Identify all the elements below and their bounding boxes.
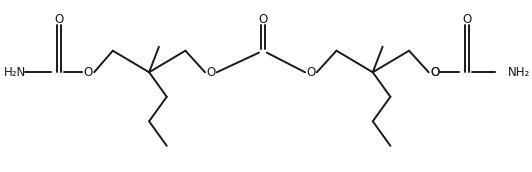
Text: O: O	[430, 66, 439, 79]
Text: O: O	[430, 66, 439, 79]
Text: O: O	[206, 66, 215, 79]
Text: NH₂: NH₂	[508, 66, 530, 79]
Text: O: O	[54, 13, 63, 26]
Text: O: O	[258, 13, 268, 26]
Text: O: O	[84, 66, 93, 79]
Text: O: O	[462, 13, 471, 26]
Text: H₂N: H₂N	[4, 66, 26, 79]
Text: O: O	[306, 66, 315, 79]
